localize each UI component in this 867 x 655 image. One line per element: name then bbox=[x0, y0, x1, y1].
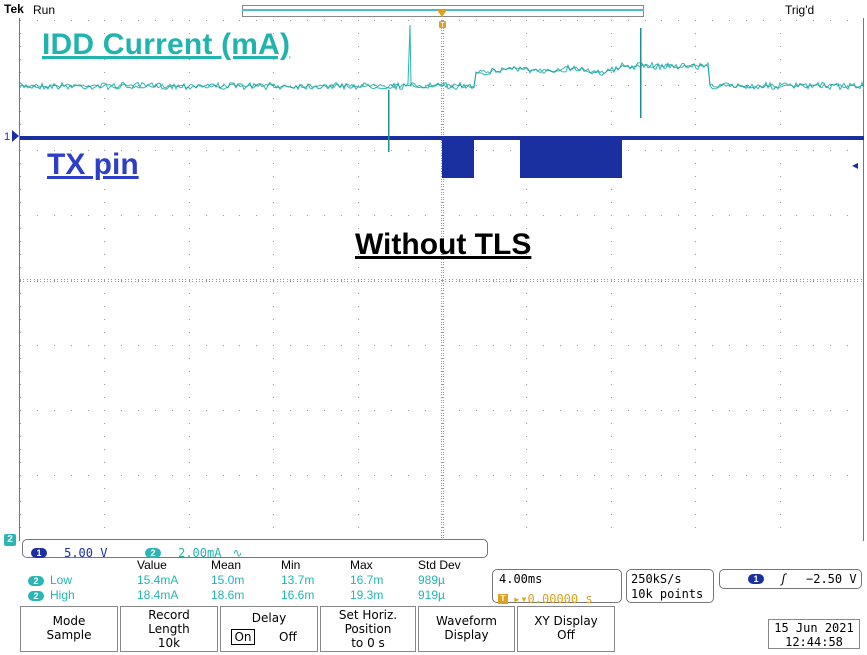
idd-current-label: IDD Current (mA) bbox=[42, 28, 291, 61]
trigger-level-arrow-icon: ◂ bbox=[852, 158, 859, 172]
meas-high-value: 18.4mA bbox=[137, 588, 179, 602]
xy-value: Off bbox=[557, 628, 575, 642]
meas-low-mean: 15.0m bbox=[211, 573, 245, 587]
ch2-current-trace-noise bbox=[20, 63, 864, 89]
meas-high-max: 19.3m bbox=[350, 588, 384, 602]
trigger-slope-icon: ʃ bbox=[780, 572, 788, 586]
record-points: 10k points bbox=[631, 587, 704, 601]
horiz-pos-label-3: to 0 s bbox=[351, 636, 385, 650]
ch1-tx-trace bbox=[20, 28, 864, 178]
timebase-panel[interactable]: 4.00ms T ▸▾0.00000 s bbox=[492, 569, 622, 606]
trigger-panel[interactable]: 1 ʃ −2.50 V bbox=[719, 569, 862, 589]
display-frame bbox=[19, 18, 864, 541]
acquisition-panel[interactable]: 250kS/s 10k points bbox=[626, 569, 714, 603]
tx-pin-label: TX pin bbox=[47, 148, 139, 181]
meas-low-chip: 2 bbox=[28, 576, 44, 586]
graticule bbox=[20, 20, 862, 538]
meas-header-stddev: Std Dev bbox=[418, 558, 461, 572]
bandwidth-limit-icon: ∿ bbox=[232, 546, 243, 560]
horiz-pos-label-1: Set Horiz. bbox=[338, 608, 398, 622]
horizontal-position: ▸▾0.00000 s bbox=[513, 592, 593, 606]
meas-low-max: 16.7m bbox=[350, 573, 384, 587]
meas-high-label: High bbox=[50, 588, 75, 602]
delay-button[interactable]: Delay On Off bbox=[220, 606, 318, 652]
mode-button-label: Mode bbox=[52, 614, 86, 628]
ch2-chip: 2 bbox=[145, 547, 161, 558]
meas-low-min: 13.7m bbox=[281, 573, 315, 587]
meas-high-mean: 18.6m bbox=[211, 588, 245, 602]
trigger-position-marker[interactable]: T bbox=[436, 8, 448, 38]
ch2-scale-group[interactable]: 2 2.00mA ∿ bbox=[145, 542, 243, 561]
waveform-label-1: Waveform bbox=[436, 614, 497, 628]
ch2-ground-marker[interactable]: 2 bbox=[4, 534, 16, 546]
mode-button-value: Sample bbox=[46, 628, 92, 642]
meas-low-label: Low bbox=[50, 573, 73, 587]
run-state: Run bbox=[33, 3, 56, 17]
trigger-state: Trig'd bbox=[785, 3, 815, 17]
ch1-chip: 1 bbox=[31, 547, 47, 558]
horiz-pos-label-2: Position bbox=[344, 622, 392, 636]
xy-label: XY Display bbox=[534, 614, 598, 628]
ch1-scale-group[interactable]: 1 5.00 V bbox=[31, 542, 107, 561]
waveform-display-button[interactable]: Waveform Display bbox=[418, 606, 515, 652]
meas-header-mean: Mean bbox=[211, 558, 242, 572]
set-horiz-position-button[interactable]: Set Horiz. Position to 0 s bbox=[320, 606, 416, 652]
record-length-label-1: Record bbox=[148, 608, 190, 622]
trigger-level: −2.50 V bbox=[806, 572, 857, 586]
trigger-chip: T bbox=[498, 593, 508, 604]
waveform-label-2: Display bbox=[444, 628, 489, 642]
meas-high-stddev: 919µ bbox=[418, 588, 445, 602]
record-length-button[interactable]: Record Length 10k bbox=[120, 606, 218, 652]
delay-on-option[interactable]: On bbox=[231, 629, 255, 645]
ch1-ground-marker[interactable]: 1 bbox=[4, 130, 20, 143]
delay-label: Delay bbox=[251, 611, 287, 625]
condition-label: Without TLS bbox=[355, 228, 532, 261]
horizontal-position-group: T ▸▾0.00000 s bbox=[498, 588, 593, 607]
date-text: 15 Jun 2021 bbox=[774, 621, 854, 635]
meas-header-value: Value bbox=[137, 558, 167, 572]
record-length-value: 10k bbox=[157, 636, 181, 650]
timebase-scale: 4.00ms bbox=[499, 572, 543, 586]
trigger-source-chip: 1 bbox=[748, 574, 764, 584]
meas-header-max: Max bbox=[350, 558, 373, 572]
datetime-panel: 15 Jun 2021 12:44:58 bbox=[768, 619, 860, 649]
meas-low-value: 15.4mA bbox=[137, 573, 179, 587]
channel-scale-panel: 1 5.00 V 2 2.00mA ∿ bbox=[22, 539, 488, 561]
brand-label: Tek bbox=[4, 2, 24, 16]
meas-high-chip: 2 bbox=[28, 591, 44, 601]
mode-button[interactable]: Mode Sample bbox=[20, 606, 118, 652]
time-text: 12:44:58 bbox=[785, 635, 843, 649]
waveform-area bbox=[20, 24, 864, 178]
sample-rate: 250kS/s bbox=[631, 572, 682, 586]
meas-low-stddev: 989µ bbox=[418, 573, 445, 587]
trigger-marker-text: T bbox=[440, 22, 445, 29]
meas-header-min: Min bbox=[281, 558, 301, 572]
xy-display-button[interactable]: XY Display Off bbox=[517, 606, 615, 652]
delay-off-option[interactable]: Off bbox=[279, 630, 297, 644]
ch1-scale: 5.00 V bbox=[64, 546, 108, 560]
ch2-scale: 2.00mA bbox=[178, 546, 222, 560]
record-length-label-2: Length bbox=[148, 622, 190, 636]
meas-high-min: 16.6m bbox=[281, 588, 315, 602]
